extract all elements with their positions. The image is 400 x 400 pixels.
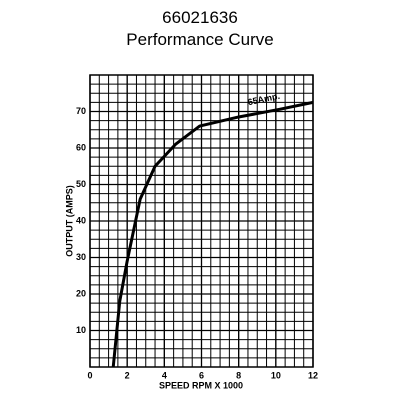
- y-tick-label: 50: [76, 179, 86, 189]
- x-tick-label: 10: [271, 370, 281, 380]
- y-tick-label: 30: [76, 252, 86, 262]
- x-tick-label: 12: [308, 370, 318, 380]
- line: [111, 100, 314, 368]
- x-axis-label: SPEED RPM X 1000: [159, 380, 243, 390]
- x-tick-label: 8: [236, 370, 241, 380]
- y-tick-label: 70: [76, 106, 86, 116]
- plot-frame: [89, 74, 314, 368]
- y-tick-label: 10: [76, 325, 86, 335]
- chart-title: 66021636: [162, 8, 238, 27]
- x-tick-label: 0: [87, 370, 92, 380]
- y-tick-label: 20: [76, 288, 86, 298]
- chart-subtitle: Performance Curve: [126, 30, 273, 49]
- y-axis-label: OUTPUT (AMPS): [64, 185, 74, 257]
- x-tick-label: 2: [125, 370, 130, 380]
- x-tick-label: 4: [162, 370, 167, 380]
- x-tick-label: 6: [199, 370, 204, 380]
- y-tick-label: 60: [76, 142, 86, 152]
- y-tick-label: 40: [76, 215, 86, 225]
